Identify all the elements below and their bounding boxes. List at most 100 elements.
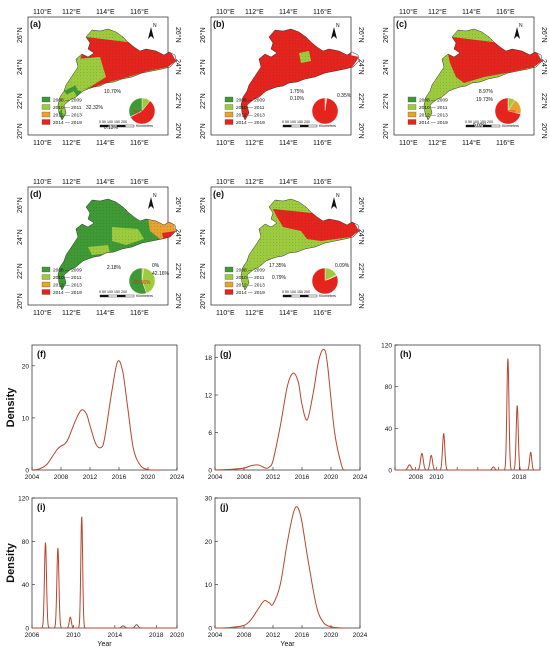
density-chart: 2004 2008 2012 2016 2020 2024 0 10 20 30 (j) Year xyxy=(205,496,368,649)
lat-tick-label: 26°N xyxy=(357,197,365,213)
lat-tick-label: 24°N xyxy=(357,59,365,75)
x-axis-label: Year xyxy=(280,641,295,648)
lat-tick-label: 22°N xyxy=(174,263,182,279)
lon-tick-label: 114°E xyxy=(96,139,115,147)
pie-slice xyxy=(494,97,521,125)
density-chart: 2004 2008 2012 2016 2020 2024 0 6 12 18 (g) xyxy=(205,344,368,481)
scale-bar-segment xyxy=(483,125,492,127)
scale-label: 0 50 100 150 200 xyxy=(465,120,493,124)
lon-tick-label: 116°E xyxy=(496,8,515,16)
scale-unit: Kilometers xyxy=(319,124,336,128)
lon-tick-label: 112°E xyxy=(428,8,447,16)
lat-tick-label: 24°N xyxy=(16,229,24,245)
pie-label: 0.09% xyxy=(335,263,350,269)
lon-tick-label: 110°E xyxy=(33,8,52,16)
scale-bar-segment xyxy=(117,125,126,127)
region-fill xyxy=(299,51,311,63)
north-arrow-icon xyxy=(148,27,154,39)
pie-label: 0.10% xyxy=(290,96,305,102)
pie-label: 1.75% xyxy=(290,89,305,95)
y-tick-label: 18 xyxy=(205,355,213,362)
north-arrow-icon xyxy=(331,27,337,39)
panel-label: (a) xyxy=(30,19,41,29)
pie-label: 0% xyxy=(152,263,160,269)
pie-label: 32.32% xyxy=(86,105,104,111)
pie-label: 81.77% xyxy=(317,280,335,286)
lon-tick-label: 114°E xyxy=(462,139,481,147)
x-axis-label: Year xyxy=(97,641,112,648)
y-tick-label: 0 xyxy=(208,626,212,633)
lat-tick-label: 24°N xyxy=(199,229,207,245)
legend-label: 2008 — 2009 xyxy=(53,98,82,104)
lat-tick-label: 26°N xyxy=(382,27,390,43)
y-tick-label: 0 xyxy=(25,626,29,633)
lon-tick-label: 112°E xyxy=(245,8,264,16)
panel-label: (f) xyxy=(37,349,46,359)
pie-slice xyxy=(311,97,339,125)
y-tick-label: 120 xyxy=(381,343,392,350)
lon-tick-label: 110°E xyxy=(399,139,418,147)
y-tick-label: 120 xyxy=(18,496,29,503)
pie-label: 17.35% xyxy=(269,263,287,269)
x-tick-label: 2024 xyxy=(353,632,368,639)
lat-tick-label: 20°N xyxy=(357,123,365,139)
lat-tick-label: 20°N xyxy=(199,123,207,139)
lat-tick-label: 22°N xyxy=(357,263,365,279)
lat-tick-label: 22°N xyxy=(16,263,24,279)
x-tick-label: 2018 xyxy=(512,474,527,481)
lat-tick-label: 24°N xyxy=(199,59,207,75)
map-panel: (a) 110°E 110°E 112°E 112°E 114°E 114°E 116°E 11… xyxy=(16,8,182,147)
x-tick-label: 2004 xyxy=(25,474,40,481)
legend-label: 2010 — 2011 xyxy=(419,105,448,111)
pie-slice xyxy=(311,267,339,295)
lon-tick-label: 112°E xyxy=(245,178,264,186)
province-outline xyxy=(423,28,543,121)
legend-label: 2012 — 2013 xyxy=(53,113,82,119)
legend-label: 2010 — 2011 xyxy=(53,105,82,111)
panel-label: (i) xyxy=(37,502,46,512)
legend-label: 2012 — 2013 xyxy=(236,113,265,119)
legend-label: 2008 — 2009 xyxy=(419,98,448,104)
scale-bar-segment xyxy=(117,295,126,297)
y-tick-label: 0 xyxy=(208,468,212,475)
lon-tick-label: 112°E xyxy=(245,309,264,317)
pie-label: 8.97% xyxy=(479,89,494,95)
lat-tick-label: 20°N xyxy=(16,123,24,139)
scale-unit: Kilometers xyxy=(319,294,336,298)
pie-label: 0.79% xyxy=(272,275,287,281)
lat-tick-label: 22°N xyxy=(16,93,24,109)
y-axis-label: Density xyxy=(5,387,17,428)
lat-tick-label: 26°N xyxy=(174,197,182,213)
density-curve xyxy=(32,516,177,629)
lat-tick-label: 24°N xyxy=(174,59,182,75)
north-arrow-icon xyxy=(148,197,154,209)
legend-label: 2010 — 2011 xyxy=(53,275,82,281)
province-outline xyxy=(240,28,360,121)
x-tick-label: 2024 xyxy=(353,474,368,481)
lat-tick-label: 24°N xyxy=(540,59,548,75)
lat-tick-label: 26°N xyxy=(357,27,365,43)
lat-tick-label: 22°N xyxy=(382,93,390,109)
pie-label: 71.28% xyxy=(500,110,518,116)
map-panel: (c) 110°E 110°E 112°E 112°E 114°E 114°E 116°E 11… xyxy=(382,8,548,147)
lon-tick-label: 112°E xyxy=(62,8,81,16)
legend-swatch xyxy=(41,96,51,103)
legend-swatch xyxy=(224,289,234,295)
pie-label: 55.66% xyxy=(134,280,152,286)
lon-tick-label: 114°E xyxy=(279,8,298,16)
scale-unit: Kilometers xyxy=(136,124,153,128)
legend-label: 2012 — 2013 xyxy=(236,283,265,289)
plot-frame xyxy=(394,344,541,471)
lat-tick-label: 20°N xyxy=(357,293,365,309)
pie-slice xyxy=(130,100,156,125)
map-panel: (d) 110°E 110°E 112°E 112°E 114°E 114°E 116°E 11… xyxy=(16,178,182,317)
legend-swatch xyxy=(41,281,51,288)
lat-tick-label: 26°N xyxy=(540,27,548,43)
plot-frame xyxy=(214,344,361,471)
y-tick-label: 0 xyxy=(388,468,392,475)
lon-tick-label: 116°E xyxy=(130,178,149,186)
lat-tick-label: 20°N xyxy=(199,293,207,309)
legend-swatch xyxy=(224,111,234,118)
x-tick-label: 2020 xyxy=(324,474,339,481)
legend-swatch xyxy=(41,104,51,110)
